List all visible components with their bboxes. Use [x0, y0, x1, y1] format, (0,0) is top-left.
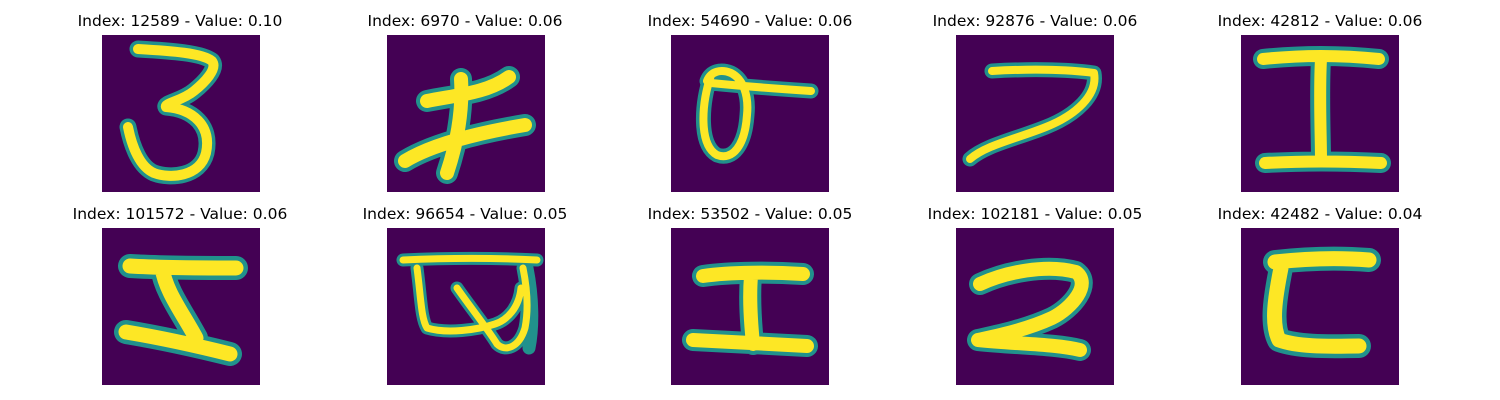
panel-title: Index: 92876 - Value: 0.06 [932, 12, 1138, 30]
glyph-image [671, 228, 829, 385]
image-panel-6970 [387, 35, 545, 192]
glyph-image [671, 35, 829, 192]
panel-title: Index: 42812 - Value: 0.06 [1217, 12, 1423, 30]
glyph-image [102, 228, 260, 385]
glyph-image [1241, 228, 1399, 385]
image-panel-102181 [956, 228, 1114, 385]
glyph-image [102, 35, 260, 192]
glyph-image [387, 228, 545, 385]
image-panel-54690 [671, 35, 829, 192]
panel-title: Index: 96654 - Value: 0.05 [362, 205, 568, 223]
glyph-image [1241, 35, 1399, 192]
panel-title: Index: 102181 - Value: 0.05 [927, 205, 1143, 223]
image-panel-96654 [387, 228, 545, 385]
panel-title: Index: 42482 - Value: 0.04 [1217, 205, 1423, 223]
image-panel-42812 [1241, 35, 1399, 192]
panel-title: Index: 6970 - Value: 0.06 [367, 12, 563, 30]
image-panel-12589 [102, 35, 260, 192]
glyph-image [387, 35, 545, 192]
glyph-image [956, 228, 1114, 385]
image-panel-101572 [102, 228, 260, 385]
panel-title: Index: 12589 - Value: 0.10 [77, 12, 283, 30]
panel-title: Index: 53502 - Value: 0.05 [647, 205, 853, 223]
image-panel-42482 [1241, 228, 1399, 385]
panel-title: Index: 54690 - Value: 0.06 [647, 12, 853, 30]
image-panel-92876 [956, 35, 1114, 192]
image-panel-53502 [671, 228, 829, 385]
panel-title: Index: 101572 - Value: 0.06 [72, 205, 288, 223]
glyph-image [956, 35, 1114, 192]
